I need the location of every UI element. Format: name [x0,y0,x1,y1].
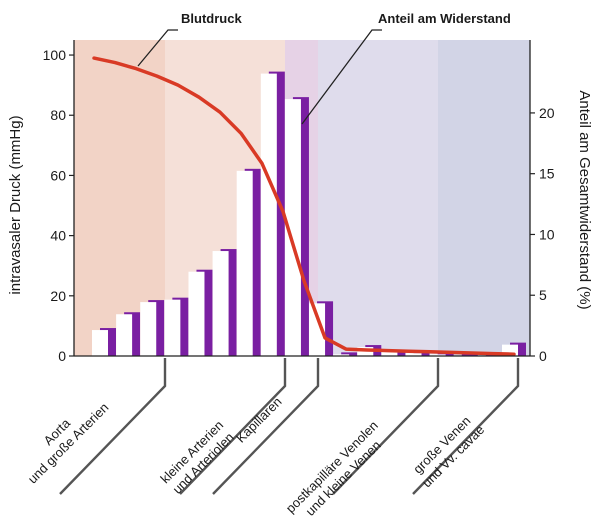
left-tick-label: 40 [50,228,66,244]
resistance-bar-shadow-16 [461,353,478,356]
region-label-4: postkapilläre Venolenund kleine Venen [283,418,392,527]
region-label-1: Aortaund große Arterien [13,388,111,486]
right-tick-label: 20 [539,105,555,121]
blood-pressure-line [92,56,516,356]
region-leader-line-3 [212,358,320,495]
region-label-line: postkapilläre Venolen [283,418,381,516]
resistance-bar-6 [212,251,229,356]
resistance-bars [92,71,526,356]
resistance-bar-shadow-15 [437,352,454,356]
left-tick-label: 100 [43,47,67,63]
resistance-bar-14 [405,353,422,356]
region-leader-line-2 [179,358,287,495]
region-leader-line-5 [412,358,520,495]
left-tick-label: 60 [50,167,66,183]
axes-layer [73,40,531,357]
resistance-bar-11 [333,354,350,356]
region-band-4 [318,40,438,356]
callouts: Blutdruck Anteil am Widerstand [137,11,511,125]
resistance-bar-13 [381,351,398,356]
resistance-bar-9 [284,99,301,356]
region-band-5 [438,40,530,356]
region-label-line: Kapillaren [233,394,284,445]
right-axis-title: Anteil am Gesamtwiderstand (%) [576,90,593,309]
resistance-bar-shadow-11 [341,352,358,356]
resistance-bar-15 [429,354,446,356]
left-axis-ticks: 0 20 40 60 80 100 [43,47,74,364]
resistance-callout-line [301,29,382,125]
right-axis-ticks: 0 5 10 15 20 [530,105,555,364]
left-tick-label: 0 [58,348,66,364]
left-tick-label: 80 [50,107,66,123]
right-tick-label: 0 [539,348,547,364]
resistance-bar-8 [260,73,277,356]
region-leader-line-1 [59,358,167,495]
region-label-2: kleine Arterienund Arteriolen [157,417,237,497]
left-axis-title: intravasaler Druck (mmHg) [7,115,24,294]
right-tick-label: 10 [539,226,555,242]
blood-pressure-callout-line [137,29,178,67]
blood-pressure-callout: Blutdruck [181,11,242,26]
resistance-bar-2 [116,314,133,356]
region-label-5: große Venenund Vv. cavae [408,411,487,490]
resistance-bar-4 [164,299,181,356]
right-tick-label: 15 [539,166,555,182]
pressure-curve-layer [92,56,516,356]
region-label-3: Kapillaren [233,394,284,445]
resistance-bar-18 [502,344,518,356]
resistance-bar-5 [188,271,205,356]
resistance-bar-1 [92,330,108,356]
left-tick-label: 20 [50,288,66,304]
resistance-bar-10 [309,303,326,356]
resistance-bar-3 [140,302,157,356]
region-label-line: und große Arterien [25,400,112,487]
region-labels: Aortaund große Arterien kleine Arterienun… [13,358,520,527]
resistance-callout: Anteil am Widerstand [378,11,511,26]
resistance-bar-7 [236,170,253,356]
right-tick-label: 5 [539,287,547,303]
region-leader-line-4 [332,358,440,495]
